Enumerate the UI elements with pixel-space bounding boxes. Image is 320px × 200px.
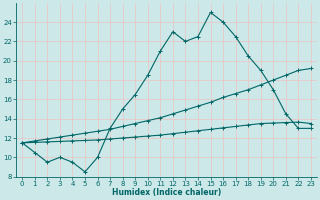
X-axis label: Humidex (Indice chaleur): Humidex (Indice chaleur) <box>112 188 221 197</box>
